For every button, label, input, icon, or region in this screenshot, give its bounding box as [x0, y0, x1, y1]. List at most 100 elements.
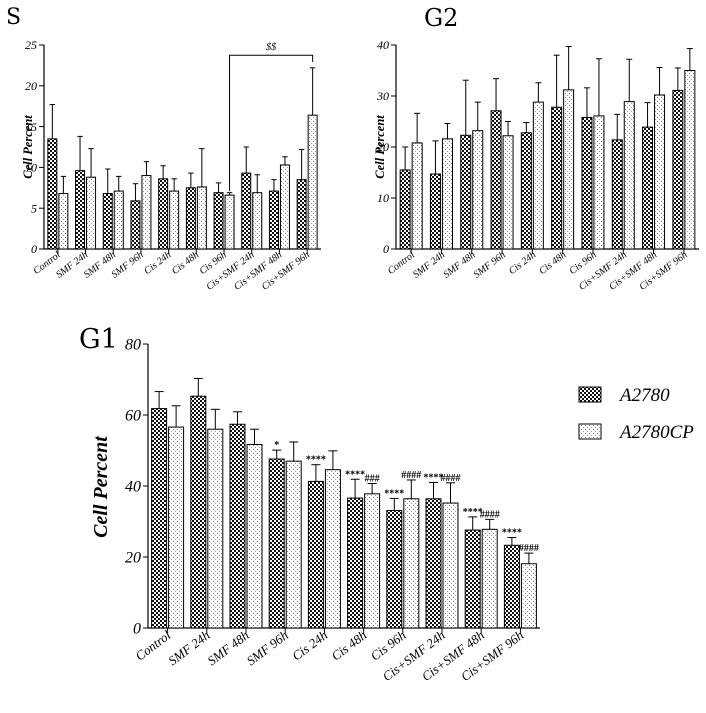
- bar-s-a2780cp: [196, 186, 207, 250]
- legend: A2780 A2780CP: [578, 385, 694, 443]
- bar-s-a2780cp: [252, 192, 263, 250]
- x-category-label: SMF 96h: [110, 250, 146, 281]
- bar-g2-a2780: [611, 139, 623, 250]
- chart-title-g2: G2: [424, 4, 458, 32]
- y-tick-label: 40: [377, 38, 389, 52]
- significance-label: ####: [519, 543, 539, 554]
- bar-g2-a2780: [490, 110, 502, 250]
- bar-s-a2780: [47, 138, 58, 250]
- bar-g2-a2780: [551, 106, 563, 250]
- bar-g2-a2780cp: [654, 94, 666, 250]
- y-axis-label-g2: Cell Percent: [373, 115, 387, 179]
- x-category-label: Cis 48h: [328, 627, 369, 663]
- bar-g2-a2780cp: [623, 101, 635, 250]
- bar-g1-a2780cp: [442, 502, 459, 629]
- bar-g2-a2780: [642, 126, 654, 250]
- bar-g2-a2780: [399, 169, 411, 250]
- bar-s-a2780cp: [113, 190, 124, 250]
- y-tick-label: 25: [25, 38, 37, 52]
- comparison-bracket: [229, 54, 314, 192]
- y-tick-label: 0: [31, 242, 37, 256]
- bar-g2-a2780: [520, 132, 532, 250]
- x-category-label: SMF 24h: [165, 627, 212, 668]
- bar-g2-a2780: [460, 134, 472, 250]
- bar-s-a2780: [296, 179, 307, 250]
- significance-label: ****: [384, 488, 404, 499]
- bar-g1-a2780: [464, 529, 481, 629]
- bar-g2-a2780: [581, 116, 593, 250]
- bar-g1-a2780cp: [403, 498, 420, 629]
- bar-g2-a2780cp: [684, 70, 696, 250]
- significance-label: ****: [502, 527, 522, 538]
- bar-g1-a2780cp: [364, 493, 381, 629]
- x-category-label: Cis 48h: [170, 250, 201, 277]
- bar-g2-a2780cp: [472, 130, 484, 250]
- bar-s-a2780cp: [141, 175, 152, 250]
- bar-s-a2780cp: [58, 193, 69, 250]
- bar-s-a2780cp: [279, 164, 290, 250]
- y-tick-label: 20: [25, 79, 37, 93]
- bar-g1-a2780cp: [285, 460, 302, 629]
- y-tick-label: 30: [376, 89, 389, 103]
- bar-g1-a2780: [307, 480, 324, 629]
- y-tick-label: 60: [125, 408, 141, 425]
- comparison-label: $$: [266, 42, 276, 53]
- bar-g2-a2780: [672, 89, 684, 250]
- legend-swatch-a2780: [578, 386, 602, 403]
- bar-g2-a2780cp: [502, 135, 514, 250]
- bar-s-a2780: [185, 187, 196, 250]
- bar-g1-a2780: [347, 497, 364, 629]
- y-tick-label: 10: [25, 161, 37, 175]
- significance-label: *: [274, 440, 279, 451]
- significance-label: ****: [424, 472, 444, 483]
- bar-g1-a2780: [425, 498, 442, 629]
- significance-label: ****: [306, 455, 326, 466]
- bar-g1-a2780: [190, 395, 207, 629]
- x-category-label: SMF 96h: [244, 627, 291, 668]
- bar-g2-a2780cp: [563, 89, 575, 250]
- bar-s-a2780: [75, 170, 86, 250]
- bar-g1-a2780cp: [481, 528, 498, 629]
- legend-label-a2780: A2780: [618, 385, 670, 406]
- x-category-label: Cis 24h: [142, 250, 173, 277]
- bar-s-a2780: [130, 200, 141, 250]
- bar-s-a2780: [213, 192, 224, 250]
- bar-g1-a2780: [268, 458, 285, 629]
- y-tick-label: 0: [383, 242, 389, 256]
- y-tick-label: 40: [125, 479, 141, 496]
- x-category-label: SMF 24h: [411, 250, 447, 281]
- bar-s-a2780: [241, 172, 252, 250]
- bar-s-a2780cp: [224, 194, 235, 250]
- x-category-label: SMF 48h: [204, 627, 251, 668]
- y-axis-label-s: Cell Percent: [21, 115, 35, 179]
- bar-g2-a2780: [429, 173, 441, 250]
- bar-g1-a2780: [151, 408, 168, 629]
- bar-g1-a2780cp: [324, 469, 341, 629]
- bar-g1-a2780cp: [168, 426, 185, 629]
- significance-label: ****: [345, 469, 365, 480]
- chart-title-s: S: [6, 5, 21, 30]
- significance-label: ####: [480, 509, 500, 520]
- bar-g2-a2780cp: [532, 101, 544, 250]
- x-category-label: Cis 24h: [507, 250, 538, 277]
- bar-g1-a2780: [386, 509, 403, 629]
- significance-label: ####: [401, 470, 421, 481]
- y-tick-label: 20: [377, 140, 389, 154]
- y-tick-label: 10: [377, 191, 389, 205]
- legend-swatch-a2780cp: [578, 423, 602, 440]
- bar-g1-a2780cp: [246, 443, 263, 629]
- y-tick-label: 5: [31, 201, 37, 215]
- bar-s-a2780cp: [307, 114, 318, 250]
- bar-g1-a2780cp: [207, 428, 224, 629]
- x-category-label: SMF 96h: [472, 250, 508, 281]
- bar-g2-a2780cp: [593, 115, 605, 250]
- bar-s-a2780cp: [86, 176, 97, 250]
- legend-label-a2780cp: A2780CP: [618, 422, 694, 443]
- bar-s-a2780: [268, 190, 279, 250]
- bar-s-a2780cp: [169, 190, 180, 250]
- bar-g1-a2780: [229, 423, 246, 629]
- bar-g1-a2780: [503, 544, 520, 629]
